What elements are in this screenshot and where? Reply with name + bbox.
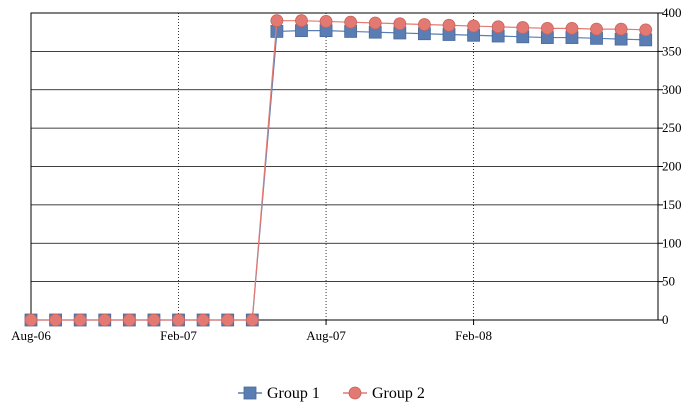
data-point [491,20,505,34]
legend: Group 1 Group 2 [238,385,425,402]
data-point [565,21,579,35]
data-point [393,17,407,31]
data-point [196,313,210,327]
data-point [295,14,308,28]
y-tick-label: 150 [662,197,682,212]
grid [30,12,658,321]
data-point [614,22,628,36]
data-point [24,313,38,327]
y-axis: 0 50 100 150 200 250 300 350 400 [658,5,682,327]
data-point [344,15,358,29]
data-point [147,313,161,327]
x-tick-label: Aug-06 [11,328,51,343]
x-axis: Aug-06 Feb-07 Aug-07 Feb-08 [11,320,492,343]
legend-entry: Group 2 [343,385,425,402]
y-tick-label: 400 [662,5,682,20]
data-point [172,313,185,327]
y-tick-label: 100 [662,235,682,250]
legend-label: Group 1 [267,385,320,402]
data-point [540,21,554,35]
series-line [31,30,646,321]
y-tick-label: 0 [662,312,669,327]
y-tick-label: 300 [662,82,682,97]
data-point [418,18,431,31]
series-2 [24,14,653,327]
data-point [590,22,603,36]
series-layer [24,14,653,327]
y-tick-label: 50 [662,274,675,289]
y-tick-label: 250 [662,120,682,135]
data-point [245,313,259,327]
series-1 [24,24,653,327]
legend-label: Group 2 [372,385,425,402]
data-point [319,15,333,28]
legend-marker [243,386,257,400]
data-point [98,313,112,327]
legend-entry: Group 1 [238,385,320,402]
data-point [442,18,456,32]
x-tick-label: Aug-07 [306,328,346,343]
legend-marker [348,386,362,400]
data-point [467,19,480,33]
series-line [31,20,646,321]
data-point [639,23,653,37]
y-tick-label: 350 [662,43,682,58]
data-point [122,313,136,327]
data-point [221,313,235,327]
x-tick-label: Feb-07 [160,328,197,343]
x-tick-label: Feb-08 [455,328,492,343]
data-point [270,14,284,28]
data-point [516,21,530,34]
data-point [73,313,87,327]
y-tick-label: 200 [662,159,682,174]
data-point [368,16,382,30]
data-point [49,313,62,327]
